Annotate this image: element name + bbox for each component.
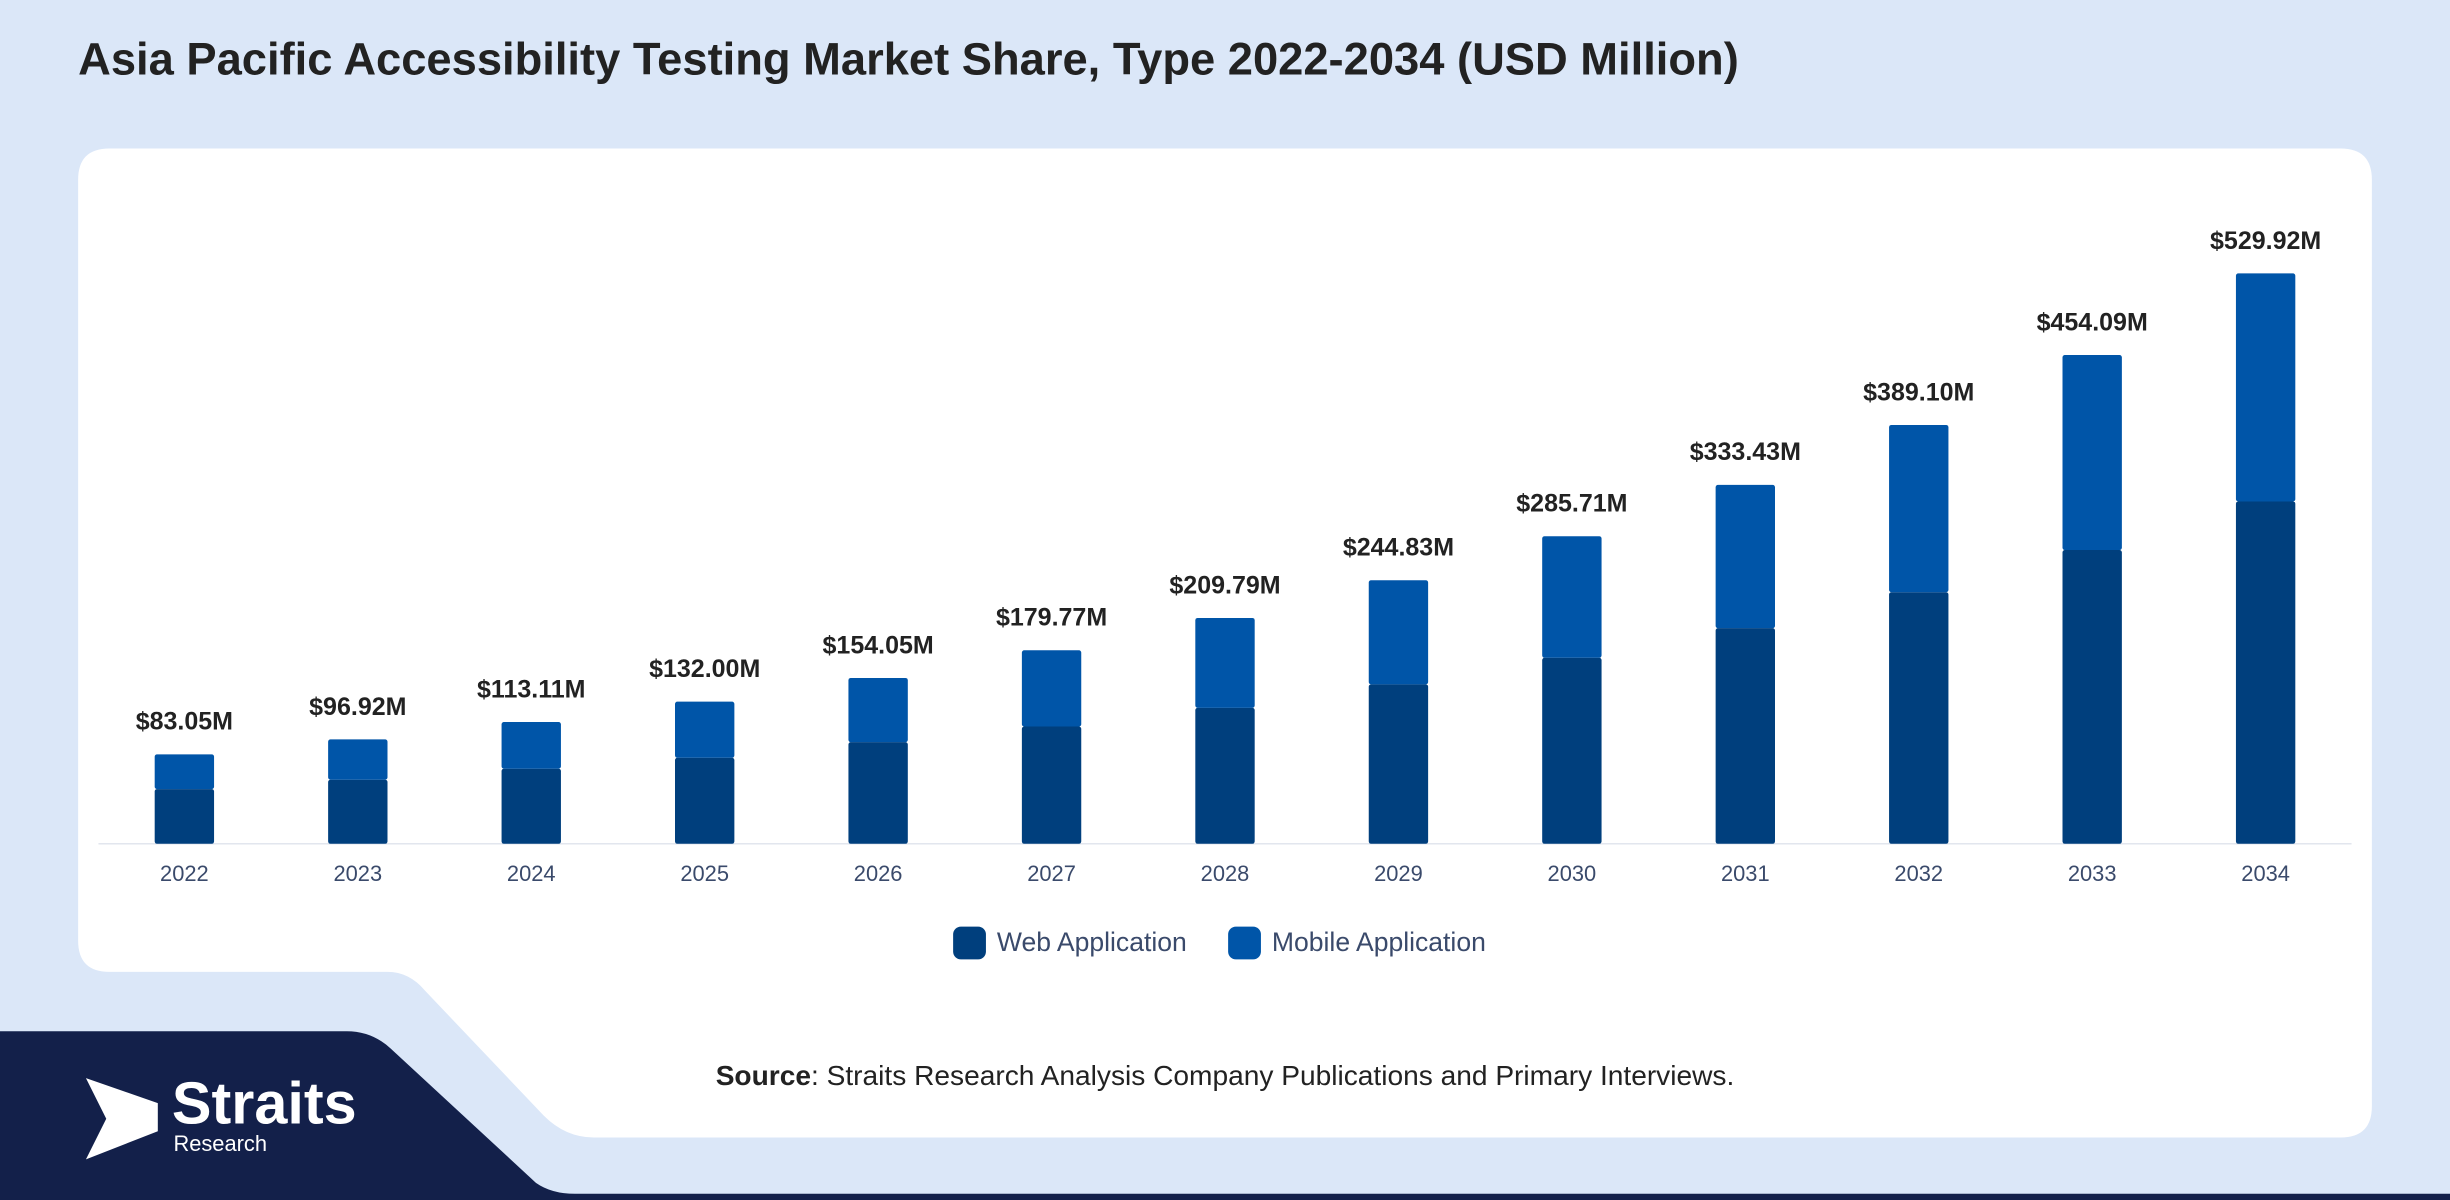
bar-segment: [1889, 424, 1949, 593]
bar-segment: [1542, 536, 1602, 658]
total-label: $389.10M: [1863, 378, 1974, 406]
x-tick-label: 2032: [1894, 861, 1943, 886]
total-label: $285.71M: [1516, 490, 1627, 518]
bar-segment: [675, 757, 735, 844]
chart-title: Asia Pacific Accessibility Testing Marke…: [78, 33, 1739, 84]
bar-segment: [1021, 726, 1082, 844]
x-tick-label: 2028: [1201, 861, 1250, 886]
logo-name: Straits: [172, 1070, 357, 1137]
total-label: $96.92M: [309, 693, 406, 721]
x-tick-label: 2031: [1721, 861, 1770, 886]
bar-segment: [501, 722, 561, 769]
x-tick-label: 2026: [854, 861, 903, 886]
x-tick-label: 2023: [333, 861, 382, 886]
total-label: $244.83M: [1343, 534, 1454, 562]
total-label: $529.92M: [2210, 227, 2321, 255]
bar-segment: [154, 754, 215, 790]
total-label: $113.11M: [477, 675, 585, 703]
legend-label: Mobile Application: [1272, 927, 1486, 957]
source-label: Source: [716, 1061, 811, 1092]
bar-segment: [848, 677, 908, 743]
logo-icon: [85, 1078, 158, 1160]
total-label: $83.05M: [136, 708, 233, 736]
logo-sub: Research: [173, 1131, 267, 1156]
legend-swatch: [1228, 926, 1261, 960]
x-tick-label: 2034: [2241, 861, 2290, 886]
source-text: : Straits Research Analysis Company Publ…: [811, 1061, 1734, 1092]
legend-label: Web Application: [997, 927, 1187, 957]
total-label: $132.00M: [649, 655, 760, 683]
bar-segment: [1021, 650, 1082, 727]
bar-segment: [154, 789, 215, 844]
bar-segment: [1715, 484, 1775, 629]
bar-segment: [1542, 657, 1602, 844]
source: Source: Straits Research Analysis Compan…: [716, 1061, 1735, 1092]
x-tick-label: 2022: [160, 861, 209, 886]
x-tick-label: 2030: [1548, 861, 1597, 886]
bar-segment: [1715, 628, 1775, 844]
total-label: $154.05M: [823, 631, 934, 659]
x-tick-label: 2029: [1374, 861, 1423, 886]
bar-segment: [1368, 580, 1429, 685]
footer-band: [0, 1031, 2450, 1200]
total-label: $179.77M: [996, 604, 1107, 632]
bar-segment: [328, 739, 388, 780]
bar-segment: [501, 768, 561, 844]
bar-segment: [1368, 684, 1429, 844]
plot: $83.05M 2022 $96.92M 2023 $113.11M 2024 $132.0…: [136, 227, 2321, 960]
bar-segment: [328, 779, 388, 844]
bar-segment: [2235, 501, 2296, 844]
bar-segment: [2062, 550, 2122, 844]
bar-segment: [675, 701, 735, 758]
bar-segment: [2062, 355, 2122, 551]
bar-segment: [1195, 707, 1255, 844]
x-tick-label: 2027: [1027, 861, 1076, 886]
bar-segment: [1195, 617, 1255, 708]
total-label: $209.79M: [1169, 571, 1280, 599]
bar-segment: [2235, 273, 2296, 502]
x-tick-label: 2033: [2068, 861, 2117, 886]
bar-segment: [1889, 592, 1949, 844]
legend-swatch: [953, 926, 986, 960]
total-label: $454.09M: [2037, 308, 2148, 336]
x-tick-label: 2025: [680, 861, 729, 886]
total-label: $333.43M: [1690, 438, 1801, 466]
x-tick-label: 2024: [507, 861, 556, 886]
bar-segment: [848, 742, 908, 844]
